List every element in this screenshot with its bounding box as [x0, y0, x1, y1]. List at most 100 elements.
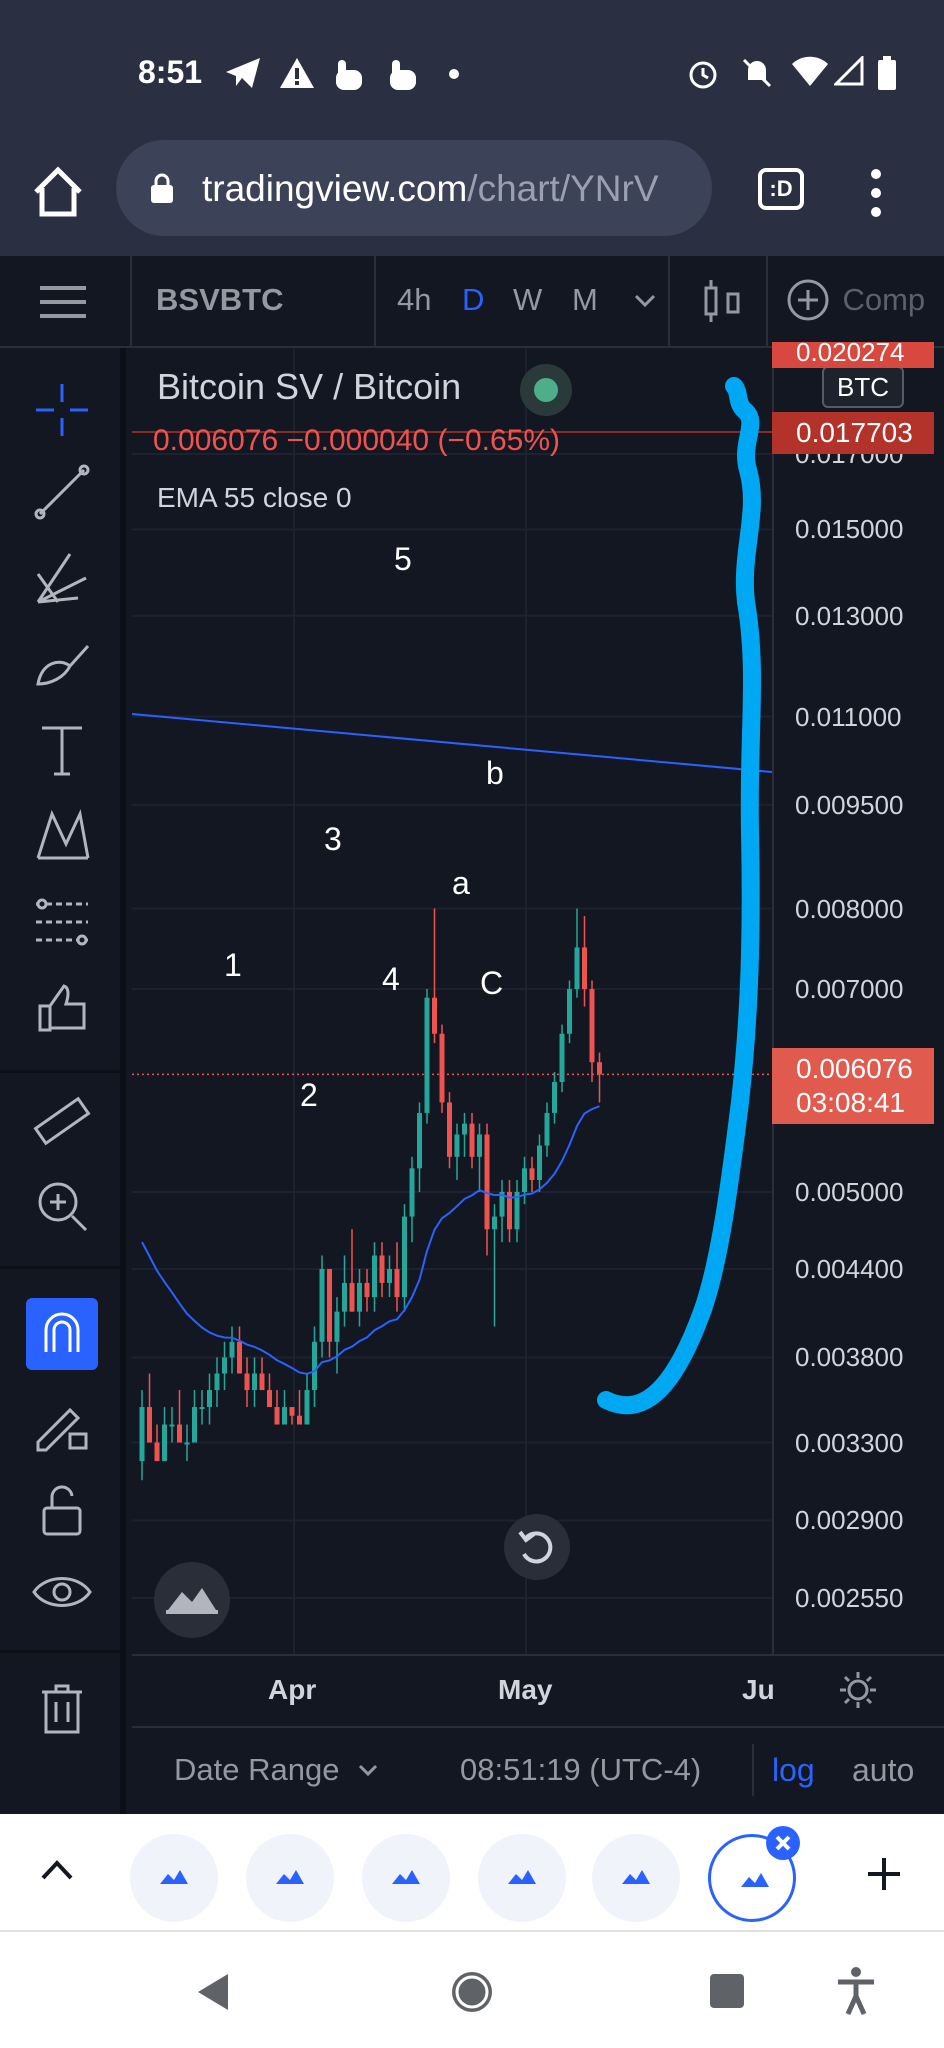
signal-icon: [834, 56, 864, 86]
chevron-down-icon[interactable]: [634, 294, 656, 308]
back-icon[interactable]: [194, 1972, 230, 2012]
candle-body: [462, 1123, 467, 1135]
x-label-may: May: [498, 1674, 553, 1705]
chart-tab-icon: [392, 1870, 420, 1884]
chart-tab[interactable]: [478, 1834, 566, 1922]
tab-switcher-button[interactable]: :D: [758, 168, 804, 210]
brush-tool[interactable]: [30, 632, 94, 696]
crosshair-tool[interactable]: [30, 378, 94, 442]
thumbs-up-icon: [38, 984, 86, 1032]
candle-body: [439, 1033, 445, 1103]
settings-icon[interactable]: [838, 1670, 878, 1710]
drawing-toolbar: [0, 348, 126, 1814]
x-label-jun: Ju: [742, 1674, 775, 1705]
y-tick-label: 0.003800: [795, 1342, 904, 1373]
candle-body: [499, 1191, 505, 1217]
measure-tool[interactable]: [30, 1090, 94, 1154]
candle-body: [447, 1102, 452, 1157]
more-vert-icon[interactable]: [868, 168, 884, 218]
market-status-indicator[interactable]: [520, 364, 572, 416]
timeframe-4h[interactable]: 4h: [397, 282, 432, 317]
text-tool[interactable]: [30, 718, 94, 782]
home-circle-icon[interactable]: [450, 1970, 494, 2014]
chart-tab[interactable]: [246, 1834, 334, 1922]
log-scale-toggle[interactable]: log: [772, 1752, 815, 1788]
zoom-tool[interactable]: [30, 1174, 94, 1238]
home-icon[interactable]: [30, 164, 86, 220]
symbol-search-button[interactable]: BSVBTC: [156, 282, 284, 317]
icon-tool[interactable]: [30, 976, 94, 1040]
close-tab-button[interactable]: [766, 1826, 800, 1860]
accessibility-icon[interactable]: [836, 1966, 876, 2016]
chart-tab[interactable]: [362, 1834, 450, 1922]
hamburger-icon[interactable]: [40, 284, 86, 320]
pattern-tool[interactable]: [30, 804, 94, 868]
crosshair-icon: [36, 384, 88, 436]
candle-body: [229, 1341, 235, 1358]
hand-icon: [336, 60, 362, 90]
text-icon: [42, 726, 82, 776]
candle-body: [522, 1168, 527, 1192]
timeframe-w[interactable]: W: [513, 282, 543, 317]
candle-body: [469, 1123, 475, 1157]
compare-symbol-button[interactable]: Comp: [786, 278, 925, 322]
chart-tab[interactable]: [592, 1834, 680, 1922]
candles-series: [139, 908, 602, 1481]
hide-drawings-tool[interactable]: [30, 1562, 94, 1626]
prediction-tool[interactable]: [30, 890, 94, 954]
url-path: /chart/YNrV: [467, 168, 659, 209]
magnet-mode-button[interactable]: [26, 1298, 98, 1370]
candle-body: [222, 1357, 227, 1374]
reset-chart-button[interactable]: [504, 1514, 570, 1580]
price-tag-value: 0.006076: [796, 1053, 913, 1085]
remove-drawings-tool[interactable]: [30, 1676, 94, 1740]
indicator-legend[interactable]: EMA 55 close 0: [157, 482, 352, 513]
candle-body: [582, 947, 587, 990]
y-tick-label: 0.009500: [795, 789, 904, 820]
chevron-up-icon[interactable]: [40, 1858, 74, 1882]
timezone-clock[interactable]: 08:51:19 (UTC-4): [460, 1752, 702, 1787]
chart-tab-icon: [160, 1870, 188, 1884]
lock-drawings-tool[interactable]: [30, 1478, 94, 1542]
layouts-button[interactable]: [154, 1562, 230, 1638]
price-chart[interactable]: 1 2 3 4 5 a b C: [132, 348, 772, 1654]
candle-body: [589, 989, 595, 1063]
timeframe-d[interactable]: D: [462, 282, 485, 317]
recents-icon[interactable]: [708, 1972, 746, 2010]
add-tab-icon[interactable]: [866, 1856, 902, 1892]
chart-tab[interactable]: [130, 1834, 218, 1922]
brush-icon: [36, 644, 90, 686]
y-tick-label: 0.002550: [795, 1583, 904, 1613]
telegram-icon: [226, 58, 260, 88]
candles-chart-type-icon[interactable]: [700, 276, 750, 326]
time-scale[interactable]: [132, 1654, 944, 1726]
candle-body: [559, 1033, 565, 1083]
chart-pane[interactable]: 1 2 3 4 5 a b C: [132, 348, 772, 1654]
candle-body: [147, 1407, 152, 1443]
y-tick-label: 0.015000: [795, 514, 904, 545]
chart-grid: [132, 348, 772, 1654]
price-scale[interactable]: [772, 348, 944, 1654]
candle-body: [357, 1282, 362, 1312]
y-tick-label: 0.004400: [795, 1254, 904, 1285]
candle-body: [364, 1282, 370, 1298]
candle-body: [312, 1341, 317, 1391]
y-tick-label: 0.003300: [795, 1427, 904, 1458]
stay-in-drawing-mode-tool[interactable]: [30, 1392, 94, 1456]
pattern-icon: [36, 809, 90, 860]
auto-scale-toggle[interactable]: auto: [852, 1752, 915, 1788]
timeframe-m[interactable]: M: [572, 282, 598, 317]
pitchfork-icon: [36, 553, 87, 604]
trash-icon: [42, 1684, 82, 1734]
close-icon: [775, 1835, 791, 1851]
currency-badge[interactable]: BTC: [822, 366, 904, 408]
chart-tab-icon: [622, 1870, 650, 1884]
date-range-button[interactable]: Date Range: [174, 1752, 340, 1787]
url-bar[interactable]: tradingview.com/chart/YNrV: [116, 140, 712, 236]
gann-fib-tool[interactable]: [30, 546, 94, 610]
y-tick-label: 0.011000: [795, 701, 902, 732]
trend-line-tool[interactable]: [30, 460, 94, 524]
chart-tab-icon: [276, 1870, 304, 1884]
wave-labels: 1 2 3 4 5 a b C: [224, 541, 504, 1113]
zoom-in-icon: [38, 1182, 88, 1232]
